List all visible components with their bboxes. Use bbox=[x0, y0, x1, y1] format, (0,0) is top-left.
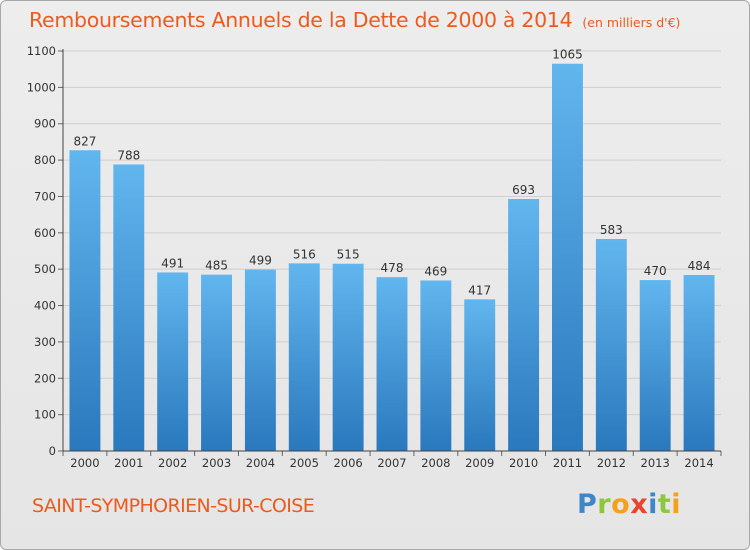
data-label-2003: 485 bbox=[205, 259, 228, 273]
data-label-2004: 499 bbox=[249, 254, 272, 268]
x-tick-label: 2013 bbox=[641, 456, 670, 470]
data-label-2000: 827 bbox=[73, 134, 96, 148]
y-tick-label: 300 bbox=[34, 335, 56, 349]
y-tick-label: 700 bbox=[34, 189, 56, 203]
logo-letter: P bbox=[577, 489, 598, 520]
x-tick-label: 2012 bbox=[597, 456, 626, 470]
chart-unit-label: (en milliers d'€) bbox=[582, 15, 681, 30]
y-tick-label: 100 bbox=[34, 408, 56, 422]
x-tick-label: 2009 bbox=[465, 456, 494, 470]
data-label-2007: 478 bbox=[381, 261, 404, 275]
data-label-2009: 417 bbox=[468, 283, 491, 297]
bar-2012 bbox=[595, 239, 627, 451]
bar-2004 bbox=[244, 269, 276, 451]
bar-2003 bbox=[201, 274, 232, 451]
axes bbox=[62, 49, 721, 452]
y-tick-label: 600 bbox=[34, 226, 56, 240]
x-axis-ticks: 2000 2001 2002 2003 2004 2005 2006 2007 2008 2009… bbox=[62, 451, 722, 470]
x-tick-label: 2001 bbox=[114, 456, 143, 470]
y-tick-label: 0 bbox=[49, 444, 56, 458]
bar-2009 bbox=[464, 299, 496, 451]
data-label-2008: 469 bbox=[424, 264, 447, 278]
x-tick-label: 2003 bbox=[202, 456, 231, 470]
x-tick-label: 2008 bbox=[421, 456, 450, 470]
data-label-2011: 1065 bbox=[552, 48, 583, 62]
data-label-2010: 693 bbox=[512, 183, 535, 197]
x-tick-label: 2004 bbox=[246, 456, 275, 470]
y-tick-label: 200 bbox=[34, 371, 56, 385]
x-tick-label: 2010 bbox=[509, 456, 538, 470]
x-tick-label: 2000 bbox=[70, 456, 99, 470]
logo-letter: r bbox=[597, 489, 612, 520]
logo-letter: x bbox=[630, 489, 649, 520]
logo-letter: o bbox=[611, 489, 631, 520]
bar-2000 bbox=[69, 150, 101, 452]
bar-2010 bbox=[508, 199, 540, 451]
y-tick-label: 500 bbox=[34, 262, 56, 276]
bar-2007 bbox=[376, 277, 408, 451]
bar-2011 bbox=[552, 63, 583, 452]
x-tick-label: 2002 bbox=[158, 456, 187, 470]
bar-2005 bbox=[288, 263, 320, 451]
x-tick-label: 2011 bbox=[553, 456, 582, 470]
y-tick-label: 900 bbox=[34, 117, 56, 131]
y-tick-label: 1000 bbox=[27, 80, 56, 94]
data-label-2012: 583 bbox=[600, 223, 623, 237]
y-tick-label: 800 bbox=[34, 153, 56, 167]
y-tick-label: 1100 bbox=[27, 44, 56, 58]
logo-letter: i bbox=[671, 489, 682, 520]
bar-2014 bbox=[683, 275, 715, 451]
data-label-2006: 515 bbox=[337, 248, 360, 262]
x-tick-label: 2014 bbox=[684, 456, 713, 470]
bar-2006 bbox=[332, 263, 364, 451]
data-label-2005: 516 bbox=[293, 247, 316, 261]
chart-title-text: Remboursements Annuels de la Dette de 20… bbox=[29, 8, 573, 32]
y-axis-ticks: 0 100 200 300 400 500 600 700 800 900 1000 1100 bbox=[27, 44, 63, 458]
x-tick-label: 2007 bbox=[377, 456, 406, 470]
commune-name: SAINT-SYMPHORIEN-SUR-COISE bbox=[32, 495, 315, 517]
bar-2002 bbox=[157, 272, 189, 451]
data-labels: 827 788 491 485 499 516 515 478 469 417 693 1065 583… bbox=[73, 48, 710, 298]
data-label-2002: 491 bbox=[161, 256, 184, 270]
data-label-2001: 788 bbox=[117, 148, 140, 162]
x-tick-label: 2006 bbox=[333, 456, 362, 470]
y-tick-label: 400 bbox=[34, 299, 56, 313]
bar-2001 bbox=[113, 164, 145, 452]
data-label-2013: 470 bbox=[644, 264, 667, 278]
proxiti-logo: Proxiti bbox=[577, 489, 681, 520]
data-label-2014: 484 bbox=[688, 259, 711, 273]
bar-2013 bbox=[639, 280, 671, 451]
bars bbox=[69, 63, 715, 452]
logo-letter: t bbox=[657, 489, 672, 520]
bar-2008 bbox=[420, 280, 452, 451]
logo-letter: i bbox=[648, 489, 658, 520]
x-tick-label: 2005 bbox=[290, 456, 319, 470]
chart-title: Remboursements Annuels de la Dette de 20… bbox=[29, 8, 680, 32]
